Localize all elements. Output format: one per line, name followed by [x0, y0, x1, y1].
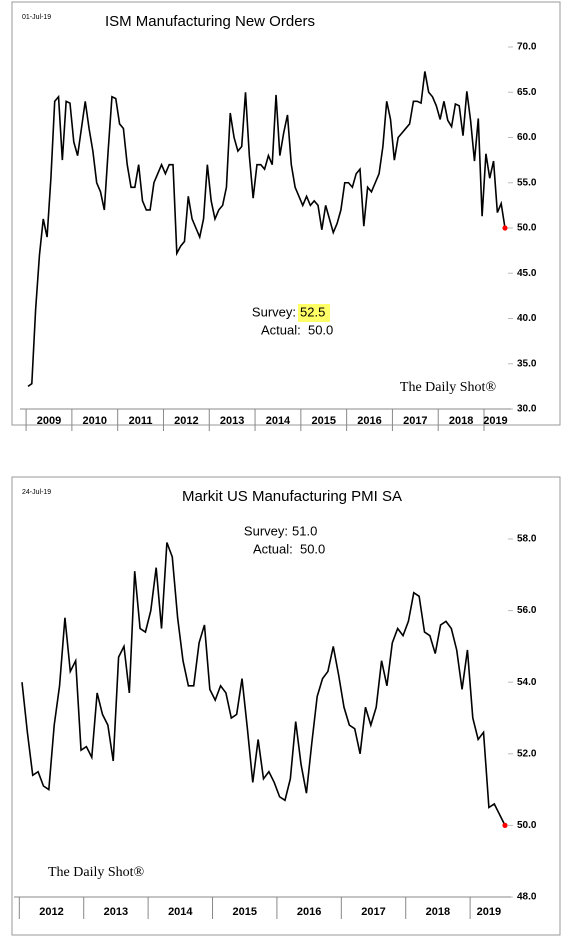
survey-value: 52.5 [300, 304, 325, 319]
x-tick-label: 2019 [483, 415, 507, 427]
survey-value: 51.0 [292, 523, 317, 538]
x-tick-label: 2018 [449, 415, 473, 427]
x-tick-label: 2014 [266, 415, 291, 427]
date-label: 24-Jul-19 [22, 489, 51, 496]
date-label: 01-Jul-19 [22, 14, 51, 21]
x-tick-label: 2011 [129, 415, 153, 427]
y-tick-label: 50.0 [517, 223, 537, 234]
y-tick-label: 40.0 [517, 313, 537, 324]
survey-highlight [298, 304, 330, 322]
x-tick-label: 2018 [426, 906, 450, 918]
chart-frame [11, 1, 561, 426]
x-tick-label: 2015 [311, 415, 335, 427]
x-tick-label: 2012 [39, 906, 63, 918]
source-watermark: The Daily Shot® [48, 865, 145, 880]
y-tick-label: 55.0 [517, 177, 537, 188]
last-point [502, 822, 508, 829]
survey-label: Survey: [252, 304, 296, 319]
actual-label: Actual: 50.0 [253, 541, 325, 556]
chart-frame [11, 476, 561, 936]
data-line [21, 542, 506, 826]
x-tick-label: 2016 [297, 906, 321, 918]
x-tick-label: 2019 [477, 906, 501, 918]
x-tick-label: 2016 [357, 415, 381, 427]
x-tick-label: 2017 [361, 906, 385, 918]
y-tick-label: 50.0 [517, 820, 537, 831]
x-tick-label: 2017 [403, 415, 427, 427]
x-tick-label: 2014 [168, 906, 193, 918]
x-tick-label: 2012 [174, 415, 198, 427]
x-tick-label: 2013 [104, 906, 128, 918]
y-tick-label: 52.0 [517, 748, 537, 759]
x-tick-label: 2015 [232, 906, 256, 918]
y-tick-label: 56.0 [517, 605, 537, 616]
survey-label: Survey: [244, 523, 288, 538]
source-watermark: The Daily Shot® [400, 380, 497, 395]
actual-label: Actual: 50.0 [261, 322, 333, 337]
last-point [502, 225, 508, 231]
data-line [27, 71, 506, 388]
y-tick-label: 54.0 [517, 677, 537, 688]
y-tick-label: 30.0 [517, 404, 537, 415]
chart-title: Markit US Manufacturing PMI SA [182, 488, 402, 505]
y-tick-label: 58.0 [517, 534, 537, 545]
chart-title: ISM Manufacturing New Orders [105, 13, 315, 30]
y-tick-label: 60.0 [517, 132, 537, 143]
y-tick-label: 45.0 [517, 268, 537, 279]
x-tick-label: 2010 [83, 415, 107, 427]
x-tick-label: 2009 [37, 415, 61, 427]
x-tick-label: 2013 [220, 415, 244, 427]
y-tick-label: 35.0 [517, 358, 537, 369]
y-tick-label: 48.0 [517, 892, 537, 903]
y-tick-label: 65.0 [517, 87, 537, 98]
y-tick-label: 70.0 [517, 42, 537, 53]
